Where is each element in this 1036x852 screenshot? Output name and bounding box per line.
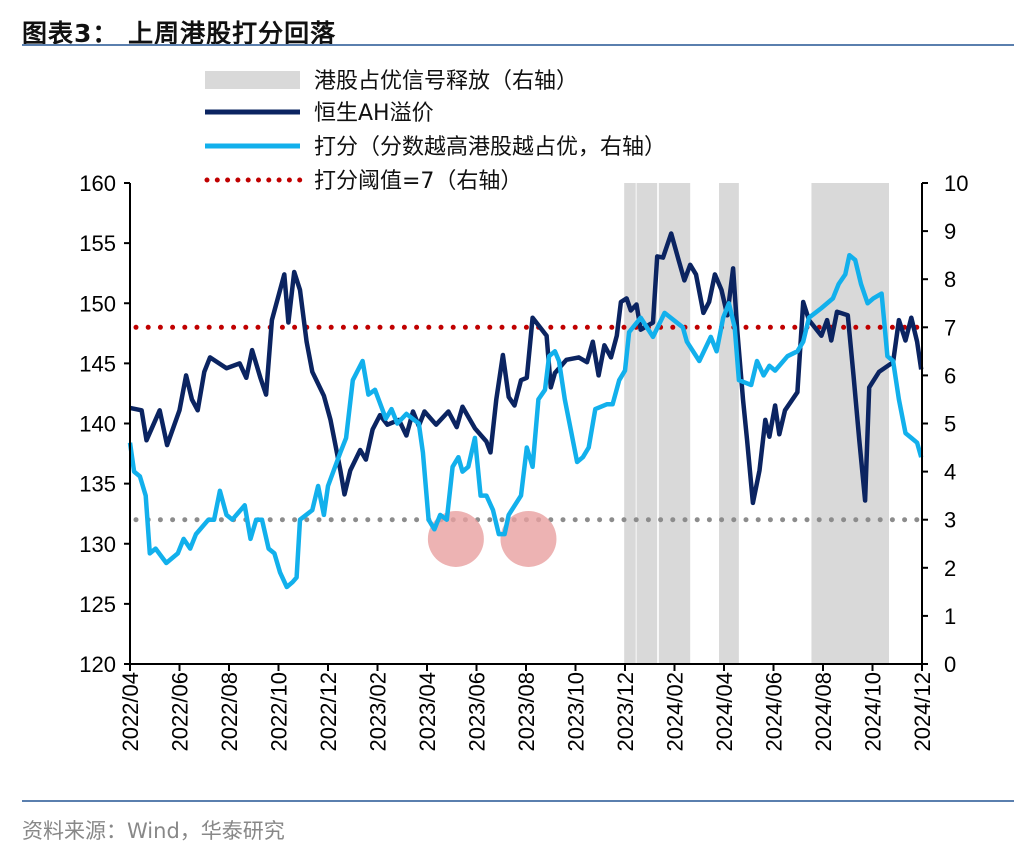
- left-tick-label: 160: [79, 171, 116, 196]
- right-tick-label: 2: [944, 556, 956, 581]
- right-tick-label: 5: [944, 412, 956, 437]
- chart-title: 图表3： 上周港股打分回落: [22, 19, 337, 48]
- legend-shade-swatch: [205, 71, 300, 89]
- x-tick-label: 2022/10: [267, 672, 292, 752]
- x-tick-label: 2023/06: [465, 672, 490, 752]
- legend-label: 打分（分数越高港股越占优，右轴）: [314, 135, 666, 160]
- x-tick-label: 2024/04: [712, 672, 737, 752]
- highlight-circle: [427, 510, 484, 567]
- signal-shade: [719, 183, 739, 664]
- signal-shade: [636, 183, 658, 664]
- x-tick-label: 2022/12: [316, 672, 341, 752]
- bottom-divider: [22, 800, 1014, 802]
- right-tick-label: 8: [944, 267, 956, 292]
- left-tick-label: 135: [79, 472, 116, 497]
- right-tick-label: 1: [944, 604, 956, 629]
- left-tick-label: 140: [79, 412, 116, 437]
- legend-label: 恒生AH溢价: [314, 101, 434, 126]
- x-tick-label: 2024/10: [861, 672, 886, 752]
- signal-shade: [811, 183, 889, 664]
- x-tick-label: 2023/08: [514, 672, 539, 752]
- x-tick-label: 2022/06: [168, 672, 193, 752]
- x-tick-label: 2022/04: [118, 672, 143, 752]
- right-tick-label: 0: [944, 652, 956, 677]
- legend-label: 打分阈值=7（右轴）: [314, 169, 522, 194]
- signal-shade: [624, 183, 636, 664]
- x-tick-label: 2024/02: [663, 672, 688, 752]
- x-tick-label: 2024/06: [762, 672, 787, 752]
- left-tick-label: 145: [79, 351, 116, 376]
- right-tick-label: 3: [944, 508, 956, 533]
- source-note: 资料来源：Wind，华泰研究: [22, 819, 285, 843]
- left-tick-label: 150: [79, 291, 116, 316]
- left-tick-label: 155: [79, 231, 116, 256]
- x-tick-label: 2023/12: [613, 672, 638, 752]
- x-tick-label: 2022/08: [217, 672, 242, 752]
- x-tick-label: 2023/10: [564, 672, 589, 752]
- x-tick-label: 2023/02: [366, 672, 391, 752]
- x-tick-label: 2024/12: [910, 672, 935, 752]
- left-tick-label: 120: [79, 652, 116, 677]
- top-divider: [22, 44, 1014, 46]
- right-tick-label: 7: [944, 315, 956, 340]
- left-tick-label: 130: [79, 532, 116, 557]
- left-tick-label: 125: [79, 592, 116, 617]
- x-tick-label: 2024/08: [811, 672, 836, 752]
- x-tick-label: 2023/04: [415, 672, 440, 752]
- right-tick-label: 10: [944, 171, 968, 196]
- highlight-circle: [500, 510, 557, 567]
- legend-label: 港股占优信号释放（右轴）: [314, 69, 578, 94]
- right-tick-label: 6: [944, 363, 956, 388]
- signal-shade: [658, 183, 691, 664]
- score-line: [127, 252, 924, 590]
- right-tick-label: 4: [944, 460, 956, 485]
- right-tick-label: 9: [944, 219, 956, 244]
